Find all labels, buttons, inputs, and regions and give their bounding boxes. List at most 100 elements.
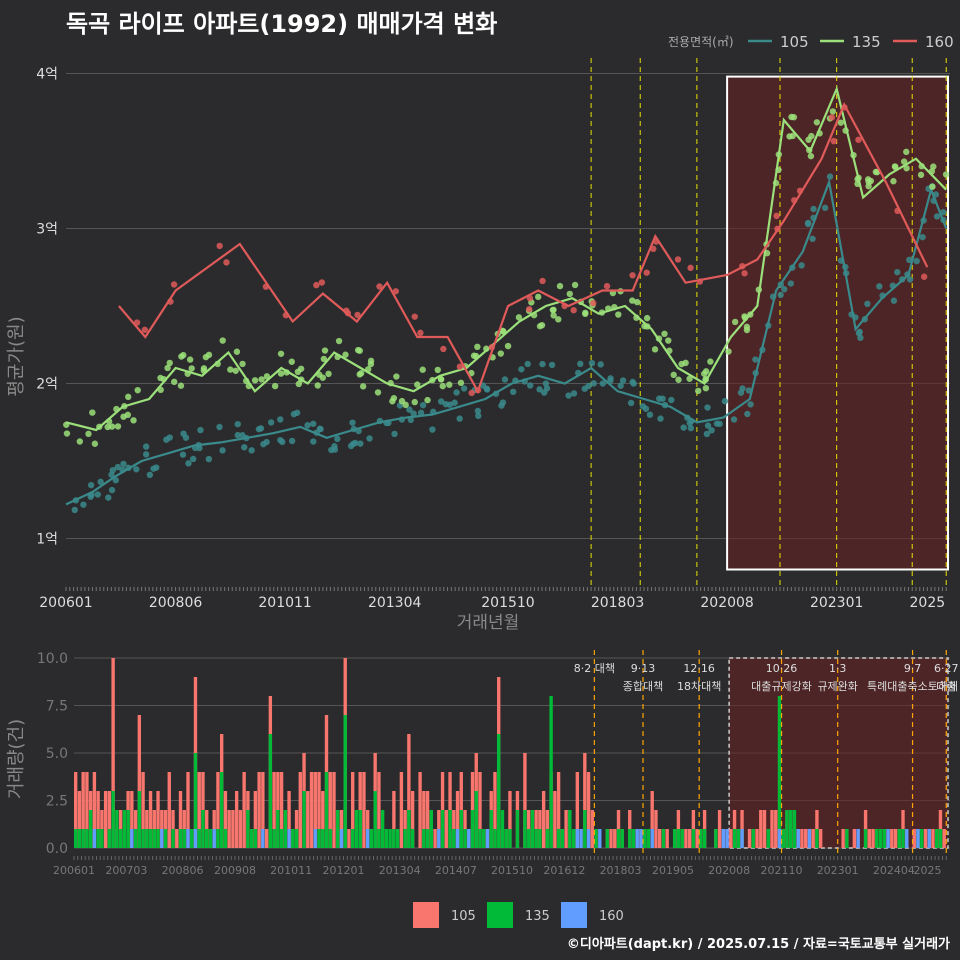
scatter-point xyxy=(739,385,746,392)
scatter-point xyxy=(777,291,784,299)
bar-105 xyxy=(931,829,935,848)
bar-135 xyxy=(118,829,123,848)
bar-135 xyxy=(190,829,194,848)
scatter-point xyxy=(104,423,111,431)
scatter-point xyxy=(241,444,248,451)
bar-160 xyxy=(586,829,591,848)
x-tick-label: 200601 xyxy=(39,595,92,611)
scatter-point xyxy=(328,446,335,454)
bar-135 xyxy=(583,810,587,848)
scatter-point xyxy=(509,388,517,396)
annotation-policy: 대출규제강화 xyxy=(751,680,812,693)
bar-160 xyxy=(455,829,460,848)
bar-105 xyxy=(231,810,235,848)
scatter-point xyxy=(543,385,551,392)
bar-135 xyxy=(556,829,561,848)
scatter-point xyxy=(661,330,668,338)
x-tick-label: 2025 xyxy=(914,864,942,877)
scatter-point xyxy=(120,460,127,468)
y-tick-label: 0.0 xyxy=(46,841,68,857)
scatter-point xyxy=(577,360,584,368)
scatter-point xyxy=(629,297,636,304)
scatter-point xyxy=(451,399,458,406)
bar-135 xyxy=(343,715,347,848)
bar-135 xyxy=(789,810,793,848)
bar-135 xyxy=(351,829,355,848)
scatter-point xyxy=(313,281,320,289)
bar-135 xyxy=(156,829,160,848)
bar-105 xyxy=(658,829,662,848)
bar-135 xyxy=(358,810,362,848)
scatter-point xyxy=(499,327,506,335)
x-tick-label: 201803 xyxy=(591,595,644,611)
bar-135 xyxy=(137,791,142,848)
scatter-point xyxy=(320,355,328,363)
scatter-point xyxy=(581,385,588,392)
scatter-point xyxy=(133,466,140,473)
scatter-point xyxy=(536,323,544,330)
scatter-point xyxy=(185,460,192,467)
scatter-point xyxy=(542,380,550,387)
scatter-point xyxy=(665,337,672,344)
bar-105 xyxy=(321,791,325,848)
scatter-point xyxy=(239,432,246,439)
scatter-point xyxy=(342,351,349,358)
scatter-point xyxy=(565,392,572,399)
bar-135 xyxy=(680,829,684,848)
bar-160 xyxy=(777,829,782,848)
scatter-point xyxy=(773,212,780,220)
x-tick-label: 201612 xyxy=(543,864,585,877)
scatter-point xyxy=(114,423,122,430)
bar-135 xyxy=(523,810,527,848)
scatter-point xyxy=(808,132,815,140)
scatter-point xyxy=(153,464,160,471)
scatter-point xyxy=(629,272,636,279)
scatter-point xyxy=(146,471,154,479)
scatter-point xyxy=(359,383,367,390)
scatter-point xyxy=(410,410,417,417)
scatter-point xyxy=(876,283,883,290)
scatter-point xyxy=(354,346,362,354)
bar-135 xyxy=(392,829,396,848)
bar-105 xyxy=(867,829,872,848)
scatter-point xyxy=(357,440,364,447)
scatter-point xyxy=(929,183,936,190)
scatter-point xyxy=(550,312,557,319)
bar-160 xyxy=(366,829,370,848)
annotation-date: 12·16 xyxy=(683,662,715,675)
x-tick-label: 200703 xyxy=(105,864,147,877)
legend-label-105: 105 xyxy=(451,909,476,924)
scatter-point xyxy=(670,371,677,379)
bar-160 xyxy=(740,829,744,848)
bar-160 xyxy=(212,829,216,848)
scatter-point xyxy=(913,257,920,265)
bar-105 xyxy=(425,791,430,848)
scatter-point xyxy=(687,264,694,272)
bar-135 xyxy=(88,810,93,848)
scatter-point xyxy=(437,398,445,405)
scatter-point xyxy=(747,401,754,408)
bar-135 xyxy=(605,829,609,848)
scatter-point xyxy=(325,370,332,378)
scatter-point xyxy=(91,440,99,447)
bar-105 xyxy=(586,772,591,848)
bar-135 xyxy=(100,829,104,848)
bar-105 xyxy=(493,772,497,848)
bar-105 xyxy=(227,810,231,848)
bar-105 xyxy=(841,829,845,848)
bar-135 xyxy=(515,810,520,848)
scatter-point xyxy=(721,398,729,405)
bar-135 xyxy=(141,829,145,848)
bar-105 xyxy=(609,829,613,848)
scatter-point xyxy=(166,434,173,441)
bar-135 xyxy=(785,810,789,848)
scatter-point xyxy=(456,415,463,422)
x-tick-label: 201011 xyxy=(270,864,312,877)
annotation-policy: 대출 xyxy=(936,680,956,693)
bar-135 xyxy=(463,829,467,848)
bar-135 xyxy=(646,829,651,848)
bar-135 xyxy=(792,810,797,848)
bar-105 xyxy=(103,791,108,848)
scatter-point xyxy=(695,387,702,395)
scatter-point xyxy=(731,318,739,326)
